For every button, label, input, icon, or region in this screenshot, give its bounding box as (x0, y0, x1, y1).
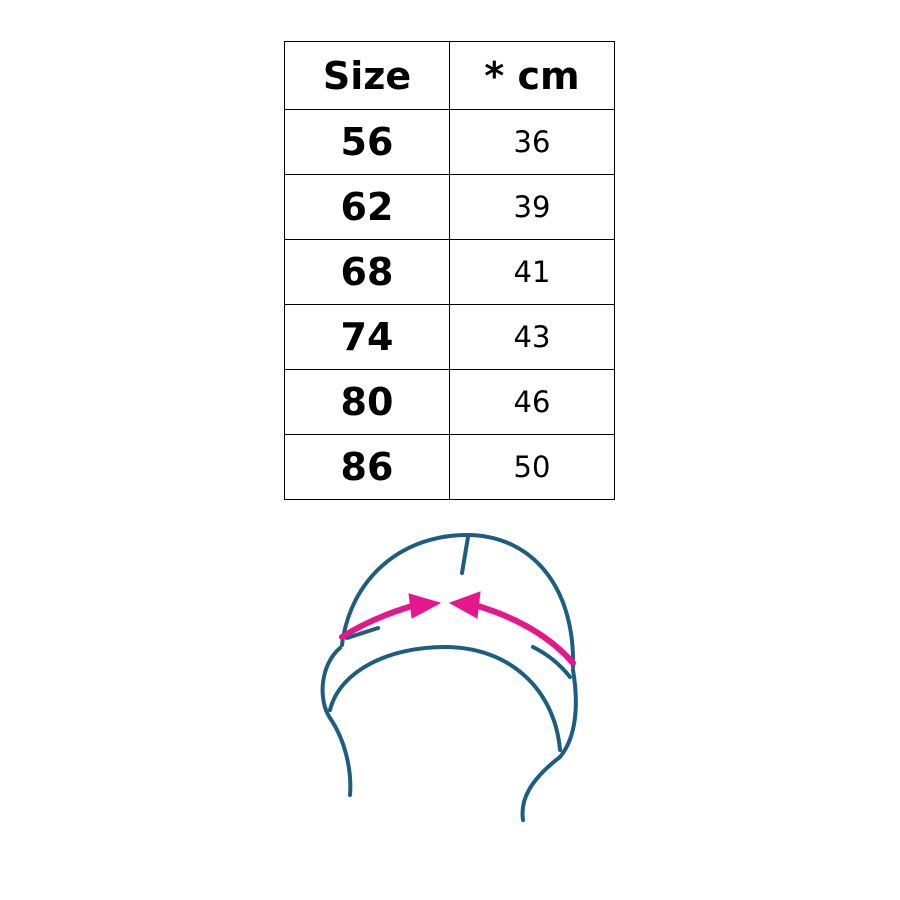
brim-line-left (345, 626, 380, 640)
cm-cell: 50 (449, 434, 615, 500)
arrowhead-left (408, 593, 442, 619)
header-cm: * cm (449, 41, 615, 110)
size-cell: 74 (284, 304, 450, 370)
arrow-right (475, 603, 576, 666)
brim-outer-right (520, 668, 578, 822)
table-row: 74 43 (284, 304, 615, 370)
size-cell: 80 (284, 369, 450, 435)
size-cell: 86 (284, 434, 450, 500)
table-row: 62 39 (284, 174, 615, 240)
hat-seam (460, 535, 470, 575)
arrowhead-right (448, 591, 481, 619)
size-cell: 56 (284, 109, 450, 175)
brim-inner (328, 644, 562, 752)
table-row: 86 50 (284, 434, 615, 500)
table-header-row: Size * cm (284, 41, 615, 110)
header-size: Size (284, 41, 450, 110)
hat-dome (340, 532, 576, 669)
cm-cell: 46 (449, 369, 615, 435)
arrow-left (339, 603, 415, 640)
cm-cell: 39 (449, 174, 615, 240)
size-table: Size * cm 56 36 62 39 68 41 74 43 80 46 86 50 (284, 41, 615, 500)
brim-outer-left (320, 646, 353, 797)
cm-cell: 43 (449, 304, 615, 370)
brim-line-right (531, 645, 572, 679)
table-row: 80 46 (284, 369, 615, 435)
